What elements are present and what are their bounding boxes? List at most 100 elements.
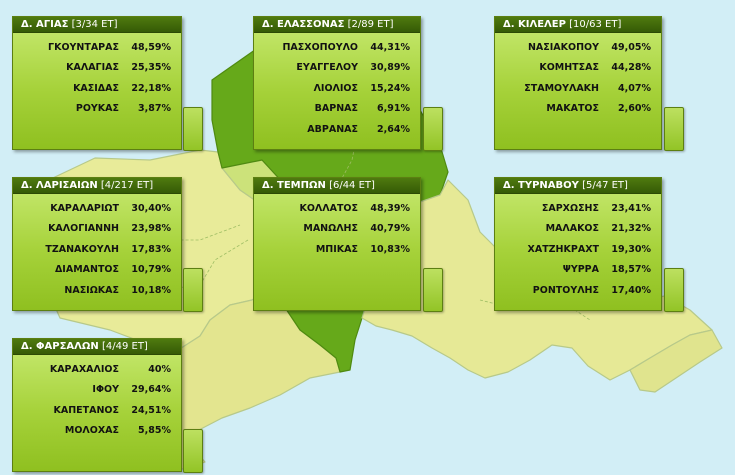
candidate-percent: 18,57% bbox=[611, 264, 651, 276]
municipality-header: Δ. ΦΑΡΣΑΛΩΝ [4/49 ΕΤ] bbox=[13, 339, 181, 355]
candidate-name: ΚΟΜΗΤΣΑΣ bbox=[539, 62, 599, 74]
candidate-name: ΡΟΝΤΟΥΛΗΣ bbox=[532, 284, 599, 296]
candidate-percent: 2,60% bbox=[618, 103, 651, 115]
candidate-percent: 10,79% bbox=[131, 264, 171, 276]
candidate-percent: 21,32% bbox=[611, 223, 651, 235]
candidate-name: ΜΟΛΟΧΑΣ bbox=[64, 425, 119, 437]
municipality-seats: [4/49 ΕΤ] bbox=[101, 341, 148, 352]
candidate-percent: 25,35% bbox=[131, 62, 171, 74]
candidate-name: ΜΑΚΑΤΟΣ bbox=[546, 103, 599, 115]
candidate-name: ΜΑΝΩΛΗΣ bbox=[303, 223, 358, 235]
candidate-name: ΚΑΛΑΓΙΑΣ bbox=[66, 62, 119, 74]
municipality-panel: Δ. ΑΓΙΑΣ [3/34 ΕΤ] ΓΚΟΥΝΤΑΡΑΣ 48,59% ΚΑΛΑΓΙ… bbox=[12, 16, 182, 150]
candidate-name: ΙΦΟΥ bbox=[92, 384, 119, 396]
candidate-name: ΝΑΣΙΩΚΑΣ bbox=[64, 284, 119, 296]
candidate-name: ΠΑΣΧΟΠΟΥΛΟ bbox=[282, 41, 358, 53]
municipality-header: Δ. ΛΑΡΙΣΑΙΩΝ [4/217 ΕΤ] bbox=[13, 178, 181, 194]
candidate-name: ΡΟΥΚΑΣ bbox=[75, 103, 119, 115]
candidate-name: ΛΙΟΛΙΟΣ bbox=[313, 82, 358, 94]
municipality-name: Δ. ΦΑΡΣΑΛΩΝ bbox=[21, 341, 99, 352]
municipality-header: Δ. ΤΕΜΠΩΝ [6/44 ΕΤ] bbox=[254, 178, 420, 194]
candidate-percent: 5,85% bbox=[138, 425, 171, 437]
result-row: ΔΙΑΜΑΝΤΟΣ 10,79% bbox=[13, 260, 171, 281]
panel-expand-tab[interactable] bbox=[183, 429, 203, 473]
municipality-name: Δ. ΤΕΜΠΩΝ bbox=[262, 180, 326, 191]
municipality-name: Δ. ΕΛΑΣΣΟΝΑΣ bbox=[262, 19, 345, 30]
candidate-percent: 30,89% bbox=[370, 62, 410, 74]
candidate-percent: 2,64% bbox=[377, 123, 410, 135]
municipality-seats: [5/47 ΕΤ] bbox=[582, 180, 628, 191]
municipality-seats: [10/63 ΕΤ] bbox=[569, 19, 622, 30]
candidate-percent: 6,91% bbox=[377, 103, 410, 115]
candidate-percent: 49,05% bbox=[611, 41, 651, 53]
result-row: ΨΥΡΡΑ 18,57% bbox=[495, 260, 651, 281]
candidate-name: ΜΠΙΚΑΣ bbox=[315, 243, 358, 255]
municipality-panel: Δ. ΚΙΛΕΛΕΡ [10/63 ΕΤ] ΝΑΣΙΑΚΟΠΟΥ 49,05% ΚΟΜ… bbox=[494, 16, 662, 150]
candidate-percent: 29,64% bbox=[131, 384, 171, 396]
candidate-percent: 44,31% bbox=[370, 41, 410, 53]
candidate-percent: 23,98% bbox=[131, 223, 171, 235]
results-table: ΚΟΛΛΑΤΟΣ 48,39% ΜΑΝΩΛΗΣ 40,79% ΜΠΙΚΑΣ 10,83% bbox=[254, 198, 410, 260]
candidate-percent: 19,30% bbox=[611, 243, 651, 255]
municipality-panel: Δ. ΤΕΜΠΩΝ [6/44 ΕΤ] ΚΟΛΛΑΤΟΣ 48,39% ΜΑΝΩΛΗΣ… bbox=[253, 177, 421, 311]
panel-expand-tab[interactable] bbox=[183, 268, 203, 312]
result-row: ΤΖΑΝΑΚΟΥΛΗ 17,83% bbox=[13, 239, 171, 260]
municipality-panel: Δ. ΛΑΡΙΣΑΙΩΝ [4/217 ΕΤ] ΚΑΡΑΛΑΡΙΩΤ 30,40% Κ… bbox=[12, 177, 182, 311]
municipality-panel: Δ. ΦΑΡΣΑΛΩΝ [4/49 ΕΤ] ΚΑΡΑΧΑΛΙΟΣ 40% ΙΦΟΥ 29… bbox=[12, 338, 182, 472]
results-table: ΝΑΣΙΑΚΟΠΟΥ 49,05% ΚΟΜΗΤΣΑΣ 44,28% ΣΤΑΜΟΥΛΑΚΗ… bbox=[495, 37, 651, 119]
panel-expand-tab[interactable] bbox=[664, 107, 684, 151]
municipality-seats: [2/89 ΕΤ] bbox=[347, 19, 394, 30]
candidate-percent: 15,24% bbox=[370, 82, 410, 94]
candidate-name: ΚΟΛΛΑΤΟΣ bbox=[299, 202, 358, 214]
result-row: ΑΒΡΑΝΑΣ 2,64% bbox=[254, 119, 410, 140]
results-table: ΠΑΣΧΟΠΟΥΛΟ 44,31% ΕΥΑΓΓΕΛΟΥ 30,89% ΛΙΟΛΙΟΣ 15… bbox=[254, 37, 410, 140]
candidate-percent: 48,39% bbox=[370, 202, 410, 214]
candidate-percent: 17,40% bbox=[611, 284, 651, 296]
result-row: ΚΟΜΗΤΣΑΣ 44,28% bbox=[495, 58, 651, 79]
municipality-seats: [3/34 ΕΤ] bbox=[71, 19, 118, 30]
candidate-percent: 40% bbox=[148, 363, 171, 375]
candidate-percent: 3,87% bbox=[138, 103, 171, 115]
candidate-name: ΝΑΣΙΑΚΟΠΟΥ bbox=[527, 41, 599, 53]
results-table: ΓΚΟΥΝΤΑΡΑΣ 48,59% ΚΑΛΑΓΙΑΣ 25,35% ΚΑΣΙΔΑΣ 22,… bbox=[13, 37, 171, 119]
result-row: ΜΟΛΟΧΑΣ 5,85% bbox=[13, 421, 171, 442]
result-row: ΧΑΤΖΗΚΡΑΧΤ 19,30% bbox=[495, 239, 651, 260]
municipality-name: Δ. ΑΓΙΑΣ bbox=[21, 19, 69, 30]
result-row: ΡΟΝΤΟΥΛΗΣ 17,40% bbox=[495, 280, 651, 301]
result-row: ΚΑΣΙΔΑΣ 22,18% bbox=[13, 78, 171, 99]
municipality-header: Δ. ΚΙΛΕΛΕΡ [10/63 ΕΤ] bbox=[495, 17, 661, 33]
candidate-name: ΒΑΡΝΑΣ bbox=[314, 103, 358, 115]
candidate-percent: 40,79% bbox=[370, 223, 410, 235]
municipality-panel: Δ. ΕΛΑΣΣΟΝΑΣ [2/89 ΕΤ] ΠΑΣΧΟΠΟΥΛΟ 44,31% ΕΥ… bbox=[253, 16, 421, 150]
candidate-name: ΨΥΡΡΑ bbox=[562, 264, 599, 276]
municipality-header: Δ. ΤΥΡΝΑΒΟΥ [5/47 ΕΤ] bbox=[495, 178, 661, 194]
result-row: ΡΟΥΚΑΣ 3,87% bbox=[13, 99, 171, 120]
candidate-name: ΧΑΤΖΗΚΡΑΧΤ bbox=[527, 243, 599, 255]
municipality-panel: Δ. ΤΥΡΝΑΒΟΥ [5/47 ΕΤ] ΣΑΡΧΩΣΗΣ 23,41% ΜΑΛΑΚ… bbox=[494, 177, 662, 311]
result-row: ΚΑΠΕΤΑΝΟΣ 24,51% bbox=[13, 400, 171, 421]
panel-expand-tab[interactable] bbox=[423, 107, 443, 151]
result-row: ΚΑΡΑΛΑΡΙΩΤ 30,40% bbox=[13, 198, 171, 219]
candidate-name: ΚΑΡΑΧΑΛΙΟΣ bbox=[49, 363, 119, 375]
results-table: ΣΑΡΧΩΣΗΣ 23,41% ΜΑΛΑΚΟΣ 21,32% ΧΑΤΖΗΚΡΑΧΤ 19,… bbox=[495, 198, 651, 301]
result-row: ΜΑΝΩΛΗΣ 40,79% bbox=[254, 219, 410, 240]
panel-expand-tab[interactable] bbox=[183, 107, 203, 151]
panel-expand-tab[interactable] bbox=[423, 268, 443, 312]
municipality-name: Δ. ΚΙΛΕΛΕΡ bbox=[503, 19, 566, 30]
candidate-percent: 10,83% bbox=[370, 243, 410, 255]
result-row: ΝΑΣΙΩΚΑΣ 10,18% bbox=[13, 280, 171, 301]
result-row: ΚΑΡΑΧΑΛΙΟΣ 40% bbox=[13, 359, 171, 380]
result-row: ΜΑΛΑΚΟΣ 21,32% bbox=[495, 219, 651, 240]
candidate-percent: 24,51% bbox=[131, 404, 171, 416]
result-row: ΚΑΛΑΓΙΑΣ 25,35% bbox=[13, 58, 171, 79]
municipality-header: Δ. ΑΓΙΑΣ [3/34 ΕΤ] bbox=[13, 17, 181, 33]
candidate-percent: 44,28% bbox=[611, 62, 651, 74]
result-row: ΜΠΙΚΑΣ 10,83% bbox=[254, 239, 410, 260]
result-row: ΣΑΡΧΩΣΗΣ 23,41% bbox=[495, 198, 651, 219]
panel-expand-tab[interactable] bbox=[664, 268, 684, 312]
municipality-name: Δ. ΤΥΡΝΑΒΟΥ bbox=[503, 180, 579, 191]
candidate-percent: 22,18% bbox=[131, 82, 171, 94]
municipality-seats: [6/44 ΕΤ] bbox=[329, 180, 375, 191]
candidate-name: ΚΑΡΑΛΑΡΙΩΤ bbox=[50, 202, 119, 214]
candidate-name: ΚΑΣΙΔΑΣ bbox=[73, 82, 119, 94]
